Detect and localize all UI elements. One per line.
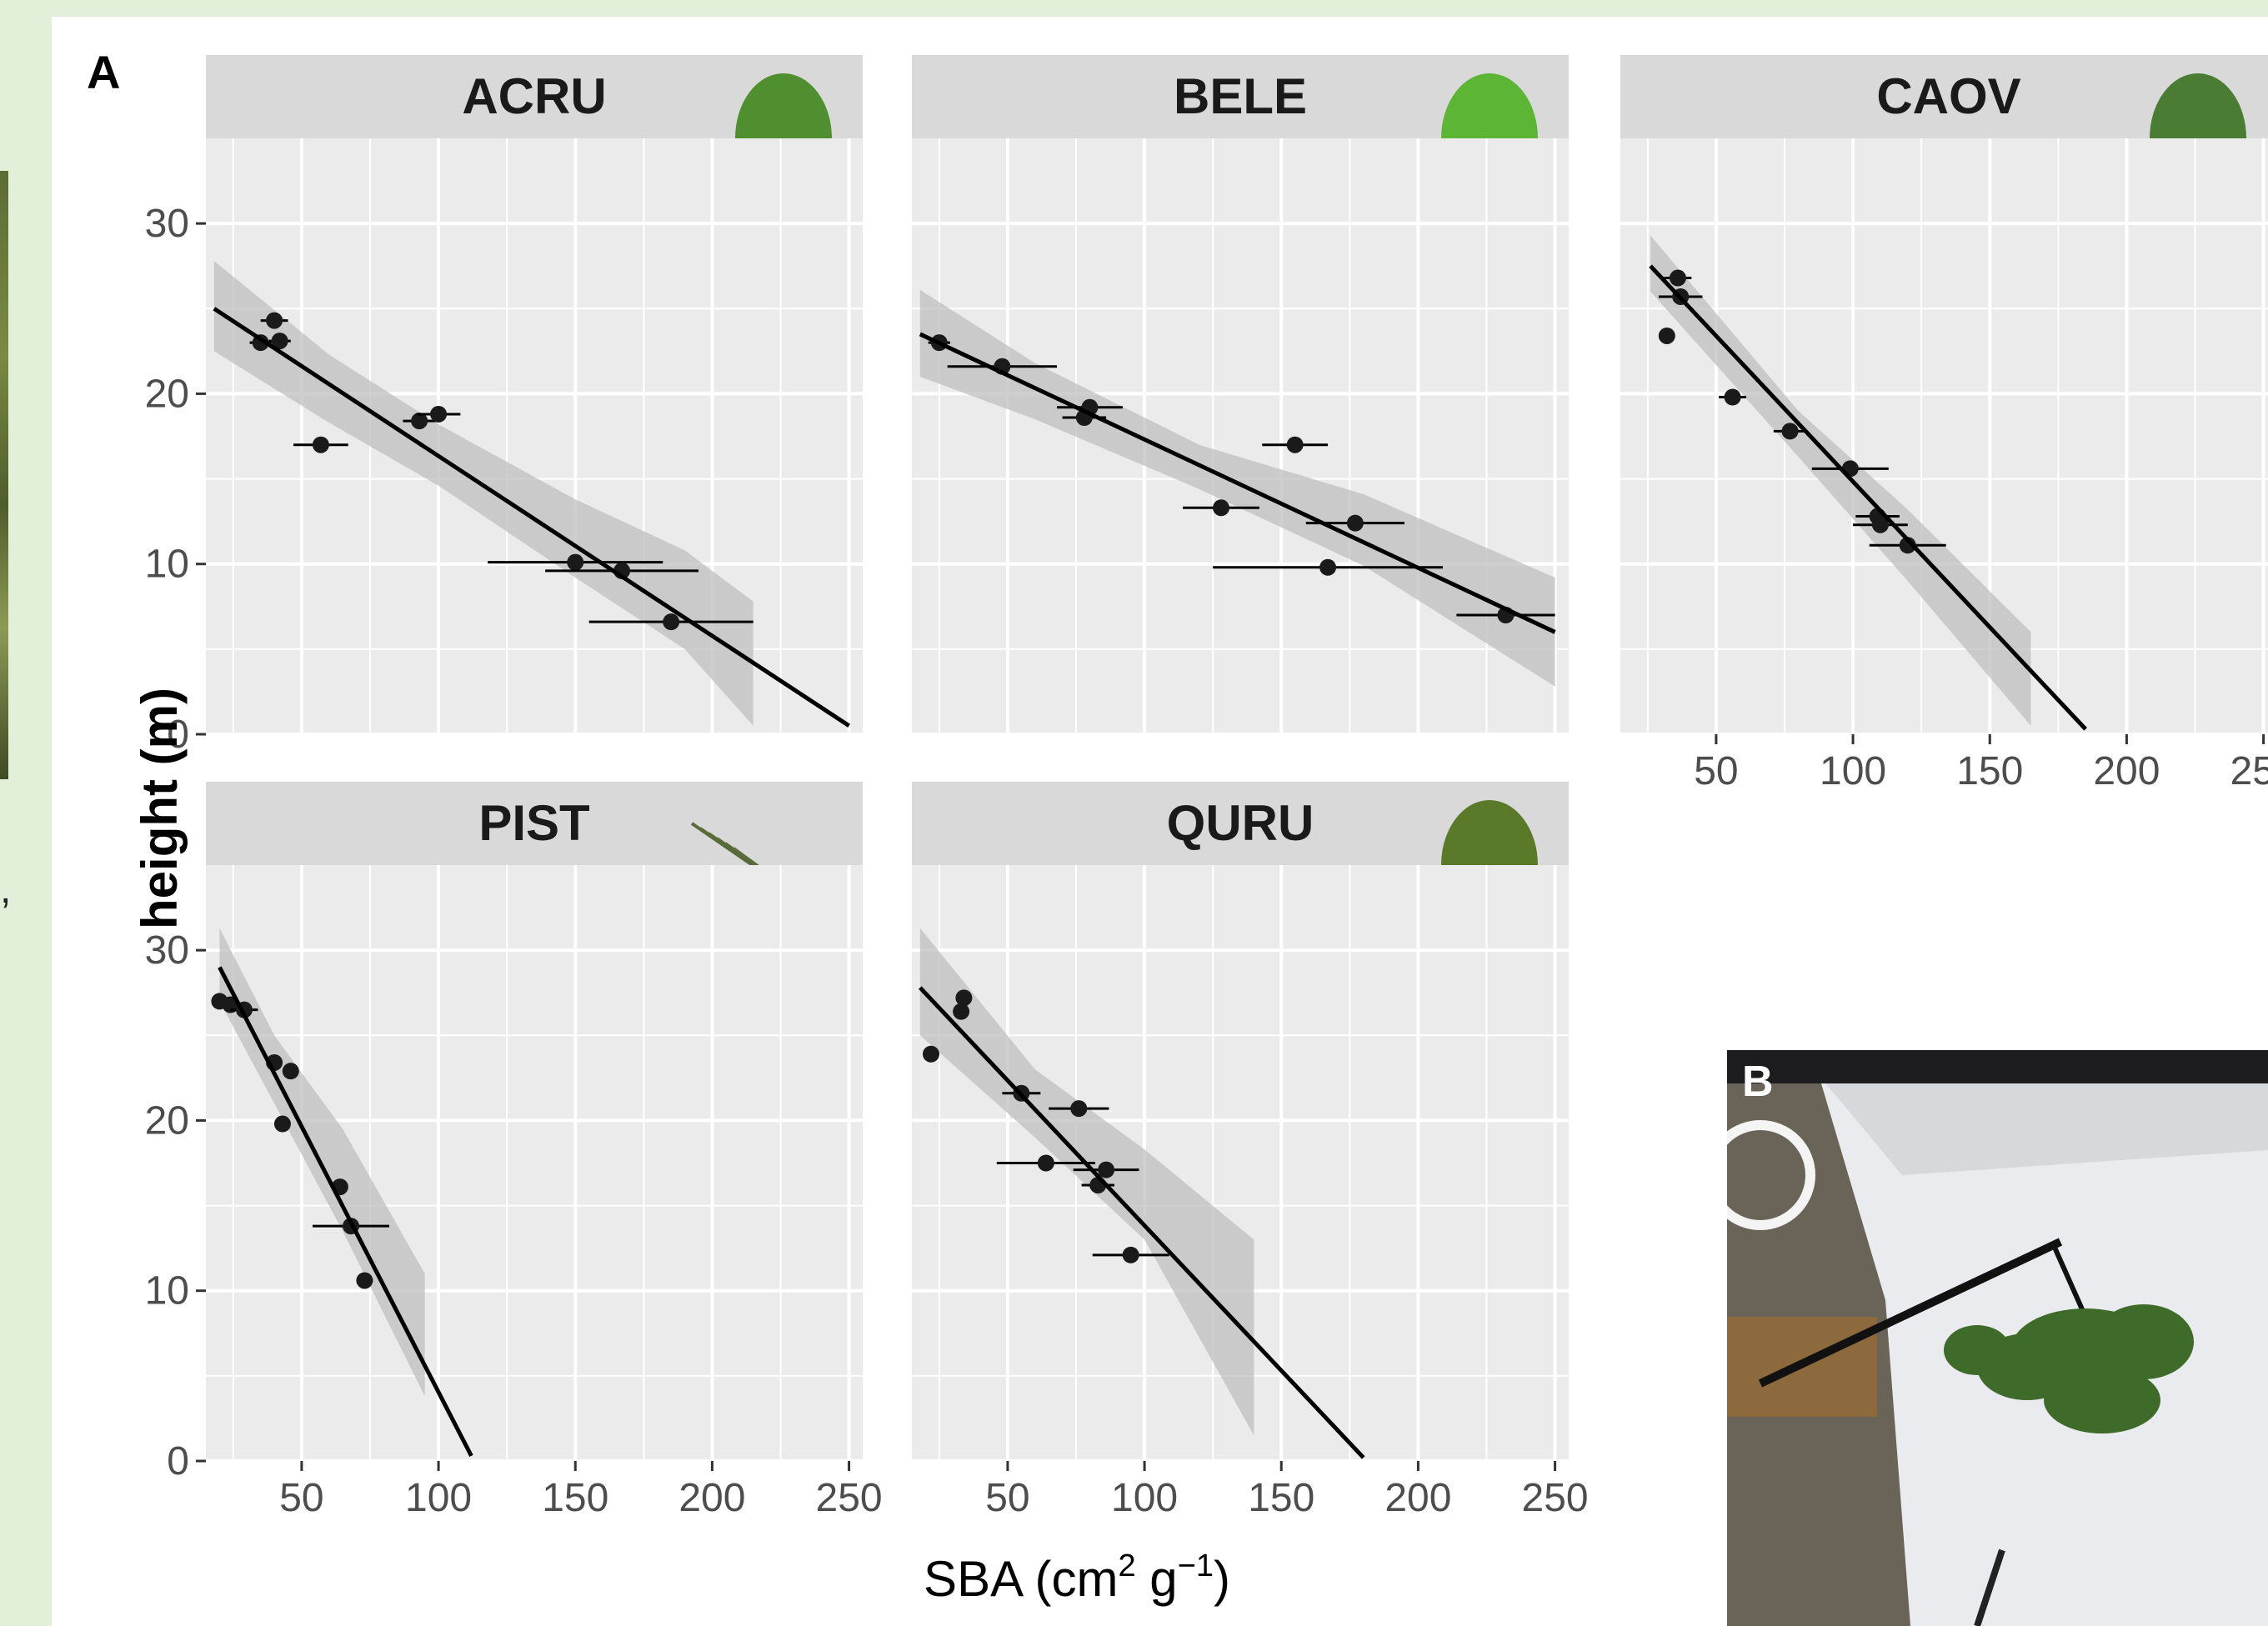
x-tick-label: 200 [678,1476,745,1520]
regression-line [919,332,1556,634]
left-photo-edge [0,171,8,779]
x-tick-label: 150 [1956,749,2023,793]
confidence-ribbon [919,289,1555,687]
facet-strip [206,782,863,865]
data-point [955,989,973,1007]
y-tick-label: 10 [145,543,189,587]
data-point [1213,499,1230,517]
data-point [1899,537,1916,554]
data-point [273,1115,291,1133]
figure-panel: ACRU0102030BELECAOV50100150200250PIST010… [52,17,2268,1626]
y-tick-label: 10 [145,1269,189,1313]
x-tick-label: 50 [985,1476,1029,1520]
data-point [282,1063,299,1080]
data-point [922,1045,939,1063]
confidence-ribbon [213,261,753,726]
x-tick-label: 200 [2093,749,2160,793]
x-axis-title-end: ) [1214,1551,1230,1607]
data-point [1122,1246,1139,1263]
y-tick-label: 20 [145,1098,189,1143]
x-axis-title-sup1: 2 [1118,1548,1135,1583]
data-point [1037,1154,1054,1172]
data-point [312,436,329,453]
x-tick-label: 200 [1384,1476,1451,1520]
facet-title: CAOV [1876,68,2020,124]
facet-title: PIST [478,795,589,851]
data-point [1724,388,1741,406]
facet-acru: ACRU 0 10 20 30 [145,55,863,757]
x-axis-title: SBA (cm2 g−1) [924,1548,1230,1607]
data-point [1070,1100,1088,1118]
data-point [430,405,448,423]
data-point [1286,436,1304,453]
facet-title: QURU [1167,795,1314,851]
x-axis-title-mid: g [1136,1551,1178,1607]
data-point [567,553,584,571]
x-tick-label: 100 [1111,1476,1178,1520]
x-tick-label: 100 [405,1476,472,1520]
confidence-ribbon [919,928,1254,1436]
x-tick-label: 150 [542,1476,608,1520]
regression-line [213,307,850,728]
x-axis-title-base: SBA (cm [924,1551,1118,1607]
facet-title: ACRU [462,68,606,124]
x-tick-label: 150 [1248,1476,1314,1520]
facet-panel-bg [206,865,863,1461]
x-tick-label: 50 [279,1476,323,1520]
y-axis-title: height (m) [132,688,188,929]
y-tick-label: 30 [145,202,189,246]
x-tick-label: 250 [1522,1476,1589,1520]
facet-panel-bg [1620,138,2268,734]
facet-panel-bg [912,138,1569,734]
x-tick-label: 50 [1694,749,1738,793]
data-point [271,333,288,350]
data-point [1781,423,1799,440]
facet-quru: QURU 50 100 150 200 250 [912,782,1589,1520]
panel-b-photo: B [1727,1050,2268,1626]
regression-line [1649,264,2087,731]
data-point [411,413,428,430]
x-axis-title-sup2: −1 [1178,1548,1214,1583]
x-tick-label: 250 [816,1476,883,1520]
x-tick-label: 250 [2230,749,2268,793]
regression-line [218,966,473,1458]
x-tick-label: 100 [1820,749,1886,793]
scatter-chart-svg: ACRU0102030BELECAOV50100150200250PIST010… [132,55,2268,1607]
data-point [953,1003,970,1020]
facet-pist: PIST 0 10 20 30 50 100 150 200 250 [145,782,883,1520]
data-point [1669,269,1686,287]
facet-caov: CAOV 50 100 150 200 250 [1620,55,2268,793]
y-tick-label: 0 [167,713,189,757]
confidence-ribbon [1650,235,2031,726]
data-point [1871,516,1889,533]
facet-bele: BELE [912,55,1569,736]
facet-panel-bg [206,138,863,734]
trailing-comma-text: , [0,868,12,912]
data-point [1658,327,1675,344]
y-tick-label: 20 [145,372,189,416]
panel-b-label: B [1742,1058,1774,1106]
regression-line [919,986,1365,1459]
data-point [266,312,283,329]
data-point [1098,1161,1115,1178]
data-point [663,613,680,631]
data-point [356,1272,373,1289]
data-point [1346,514,1364,532]
facet-title: BELE [1174,68,1307,124]
y-tick-label: 30 [145,928,189,973]
branch-imaging-photo-icon [1727,1050,2268,1626]
panel-a-label: A [87,46,121,98]
y-tick-label: 0 [167,1439,189,1483]
data-point [1319,558,1337,576]
